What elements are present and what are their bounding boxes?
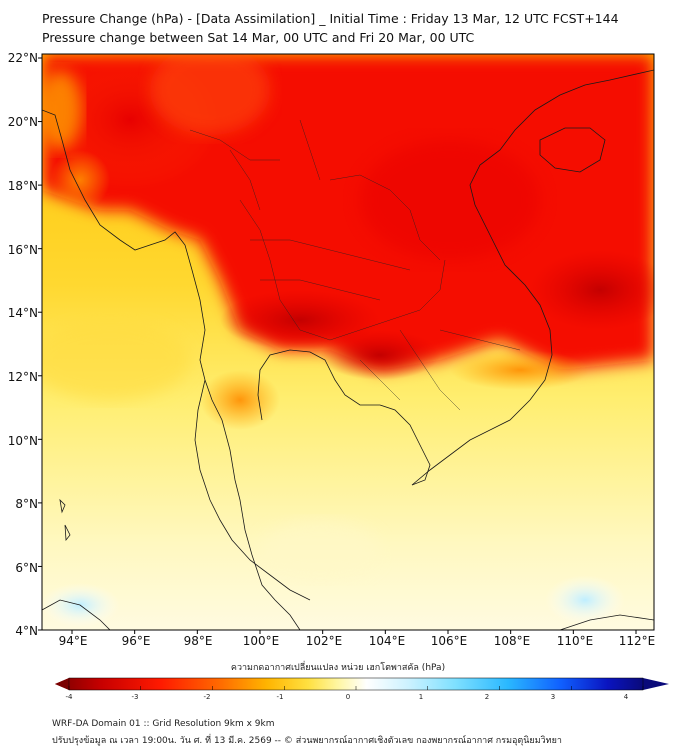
colorbar-tick-label: 1 [418,693,424,701]
pressure-field [42,54,654,630]
lat-label: 22°N [7,51,38,65]
colorbar-tick-label: -3 [131,693,139,701]
colorbar-tick-label: 0 [345,693,351,701]
colorbar-tick-label: -1 [276,693,284,701]
lat-label: 10°N [7,434,38,448]
lat-label: 12°N [7,370,38,384]
plot-frame [41,53,655,631]
lon-label: 94°E [58,634,88,648]
lat-label: 4°N [15,624,38,638]
colorbar [55,677,669,691]
lat-label: 14°N [7,306,38,320]
colorbar-tick-label: 2 [484,693,490,701]
colorbar-tick-label: 4 [623,693,629,701]
colorbar-tick-label: -2 [203,693,211,701]
lat-label: 18°N [7,179,38,193]
lat-label: 20°N [7,115,38,129]
lon-label: 96°E [121,634,151,648]
lon-label: 104°E [368,634,406,648]
footer-update-info: ปรับปรุงข้อมูล ณ เวลา 19:00น. วัน ศ. ที่… [52,736,562,746]
lon-label: 112°E [618,634,656,648]
coastlines [42,69,654,630]
lon-label: 108°E [493,634,531,648]
axis-ticks [38,57,637,634]
lat-label: 6°N [15,561,38,575]
lon-label: 98°E [183,634,213,648]
lat-label: 16°N [7,243,38,257]
lon-label: 102°E [305,634,343,648]
colorbar-label: ความกดอากาศเปลี่ยนแปลง หน่วย เฮกโตพาสคัล… [230,663,446,673]
colorbar-tick-label: -4 [65,693,73,701]
map-subtitle: Pressure change between Sat 14 Mar, 00 U… [42,30,475,45]
map-title: Pressure Change (hPa) - [Data Assimilati… [42,11,619,26]
lat-label: 8°N [15,497,38,511]
lon-label: 110°E [556,634,594,648]
footer-model-info: WRF-DA Domain 01 :: Grid Resolution 9km … [52,719,275,729]
colorbar-tick-label: 3 [550,693,556,701]
lon-label: 106°E [430,634,468,648]
lon-label: 100°E [242,634,280,648]
province-borders [189,119,521,411]
